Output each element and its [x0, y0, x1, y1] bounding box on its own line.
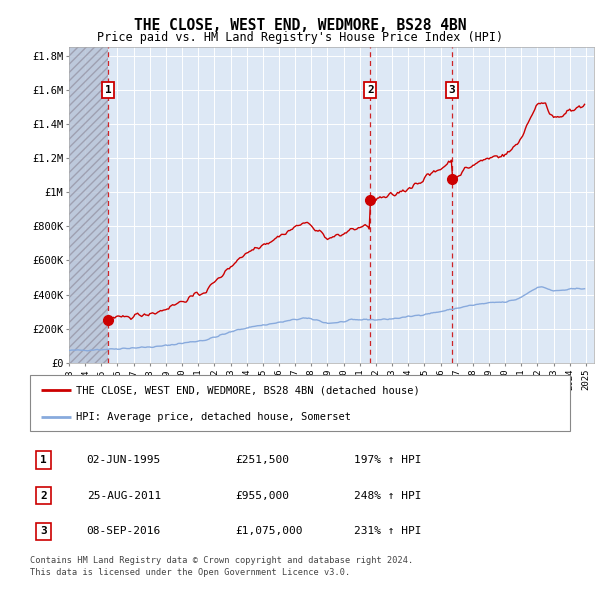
Text: 1: 1: [40, 455, 47, 465]
Text: 2: 2: [367, 85, 374, 95]
Text: 2: 2: [40, 491, 47, 500]
Text: HPI: Average price, detached house, Somerset: HPI: Average price, detached house, Some…: [76, 412, 351, 422]
Text: 25-AUG-2011: 25-AUG-2011: [86, 491, 161, 500]
Text: 08-SEP-2016: 08-SEP-2016: [86, 526, 161, 536]
Text: THE CLOSE, WEST END, WEDMORE, BS28 4BN: THE CLOSE, WEST END, WEDMORE, BS28 4BN: [134, 18, 466, 32]
Text: 1: 1: [105, 85, 112, 95]
Bar: [69, 47, 108, 363]
Text: THE CLOSE, WEST END, WEDMORE, BS28 4BN (detached house): THE CLOSE, WEST END, WEDMORE, BS28 4BN (…: [76, 385, 419, 395]
Text: £251,500: £251,500: [235, 455, 289, 465]
Text: 02-JUN-1995: 02-JUN-1995: [86, 455, 161, 465]
Text: 231% ↑ HPI: 231% ↑ HPI: [354, 526, 421, 536]
Text: Price paid vs. HM Land Registry's House Price Index (HPI): Price paid vs. HM Land Registry's House …: [97, 31, 503, 44]
Text: Contains HM Land Registry data © Crown copyright and database right 2024.: Contains HM Land Registry data © Crown c…: [30, 556, 413, 565]
Text: 3: 3: [448, 85, 455, 95]
Text: 197% ↑ HPI: 197% ↑ HPI: [354, 455, 421, 465]
Text: £955,000: £955,000: [235, 491, 289, 500]
Text: This data is licensed under the Open Government Licence v3.0.: This data is licensed under the Open Gov…: [30, 568, 350, 576]
FancyBboxPatch shape: [30, 375, 570, 431]
Text: 248% ↑ HPI: 248% ↑ HPI: [354, 491, 421, 500]
Text: £1,075,000: £1,075,000: [235, 526, 303, 536]
Text: 3: 3: [40, 526, 47, 536]
